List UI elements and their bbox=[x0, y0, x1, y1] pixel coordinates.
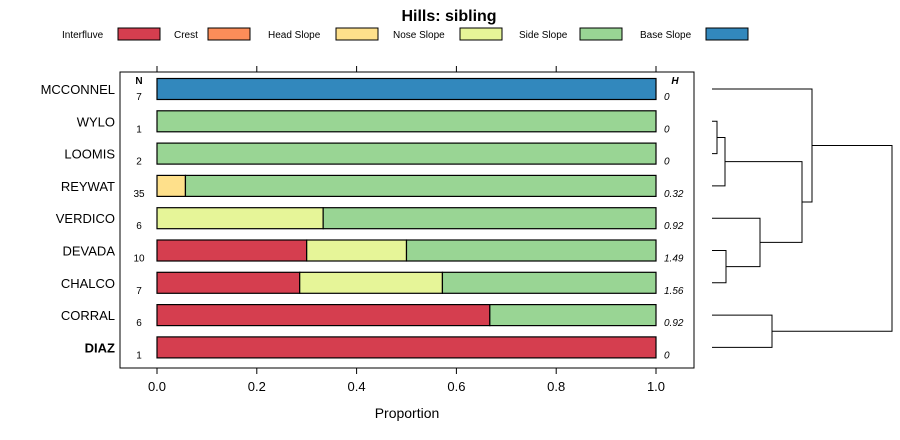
legend-label-5: Base Slope bbox=[640, 30, 692, 41]
n-value-5: 10 bbox=[133, 254, 145, 265]
bar-segment-5-3 bbox=[306, 239, 408, 262]
x-tick-label-0: 0.0 bbox=[148, 379, 166, 394]
h-value-1: 0 bbox=[664, 124, 670, 135]
dendrogram-link-2 bbox=[712, 250, 727, 284]
n-value-0: 7 bbox=[136, 92, 142, 103]
x-axis-title: Proportion bbox=[375, 405, 440, 421]
chart-title: Hills: sibling bbox=[401, 8, 496, 25]
h-value-8: 0 bbox=[664, 350, 670, 361]
legend-swatch-1 bbox=[207, 27, 251, 41]
legend-swatch-0 bbox=[117, 27, 161, 41]
row-label-4: VERDICO bbox=[56, 211, 115, 226]
row-label-2: LOOMIS bbox=[64, 147, 115, 162]
bar-segment-5-0 bbox=[156, 239, 308, 262]
h-value-7: 0.92 bbox=[664, 318, 684, 329]
legend: Interfluve Crest Head Slope Nose Slope Side … bbox=[62, 27, 749, 41]
row-label-6: CHALCO bbox=[61, 276, 115, 291]
x-tick-label-5: 1.0 bbox=[647, 379, 665, 394]
plot-panel bbox=[119, 71, 695, 369]
row-label-1: WYLO bbox=[77, 114, 115, 129]
bar-segment-3-4 bbox=[184, 174, 657, 197]
legend-label-2: Head Slope bbox=[268, 30, 321, 41]
n-value-6: 7 bbox=[136, 286, 142, 297]
bar-segment-5-4 bbox=[405, 239, 657, 262]
n-value-2: 2 bbox=[136, 157, 142, 168]
h-value-2: 0 bbox=[664, 157, 670, 168]
row-label-7: CORRAL bbox=[61, 308, 115, 323]
legend-swatch-2 bbox=[335, 27, 379, 41]
legend-label-0: Interfluve bbox=[62, 30, 104, 41]
row-label-3: REYWAT bbox=[61, 179, 115, 194]
legend-label-3: Nose Slope bbox=[393, 30, 445, 41]
dendrogram-link-1 bbox=[712, 136, 726, 187]
n-value-4: 6 bbox=[136, 221, 142, 232]
h-value-6: 1.56 bbox=[664, 286, 684, 297]
h-value-3: 0.32 bbox=[664, 189, 684, 200]
bar-segment-6-3 bbox=[299, 271, 444, 294]
legend-swatch-5 bbox=[705, 27, 749, 41]
x-tick-label-4: 0.8 bbox=[547, 379, 565, 394]
dendrogram-link-5 bbox=[712, 88, 813, 203]
bar-segment-3-2 bbox=[156, 174, 187, 197]
x-tick-label-3: 0.6 bbox=[447, 379, 465, 394]
legend-swatch-3 bbox=[459, 27, 503, 41]
dendrogram-link-3 bbox=[712, 217, 761, 268]
n-value-3: 35 bbox=[133, 189, 145, 200]
dendrogram-link-0 bbox=[712, 120, 718, 155]
dendrogram-link-7 bbox=[772, 145, 893, 332]
bar-segment-7-0 bbox=[156, 304, 491, 327]
dendrogram-link-6 bbox=[712, 314, 773, 348]
row-label-8: DIAZ bbox=[85, 340, 115, 355]
bar-segment-7-4 bbox=[489, 304, 657, 327]
bar-segment-2-4 bbox=[156, 142, 657, 165]
x-axis: 0.0 0.2 0.4 0.6 0.8 1.0 bbox=[148, 66, 665, 394]
bar-segment-4-4 bbox=[322, 207, 657, 230]
h-value-5: 1.49 bbox=[664, 254, 684, 265]
legend-label-4: Side Slope bbox=[519, 30, 568, 41]
bar-segment-4-3 bbox=[156, 207, 324, 230]
bar-segment-8-0 bbox=[156, 336, 657, 359]
n-value-8: 1 bbox=[136, 350, 142, 361]
row-label-0: MCCONNEL bbox=[41, 82, 115, 97]
n-value-1: 1 bbox=[136, 124, 142, 135]
legend-label-1: Crest bbox=[174, 30, 198, 41]
dendrogram-link-4 bbox=[725, 161, 803, 243]
x-tick-label-1: 0.2 bbox=[248, 379, 266, 394]
n-column-header: N bbox=[135, 76, 142, 87]
row-label-5: DEVADA bbox=[63, 244, 116, 259]
bar-segment-6-4 bbox=[441, 271, 657, 294]
h-column-header: H bbox=[671, 76, 679, 87]
dendrogram bbox=[712, 88, 893, 348]
n-value-7: 6 bbox=[136, 318, 142, 329]
bar-segment-6-0 bbox=[156, 271, 301, 294]
h-value-4: 0.92 bbox=[664, 221, 684, 232]
x-tick-label-2: 0.4 bbox=[348, 379, 366, 394]
legend-swatch-4 bbox=[579, 27, 623, 41]
h-value-0: 0 bbox=[664, 92, 670, 103]
bar-segment-0-5 bbox=[156, 77, 657, 101]
bar-segment-1-4 bbox=[156, 110, 657, 133]
